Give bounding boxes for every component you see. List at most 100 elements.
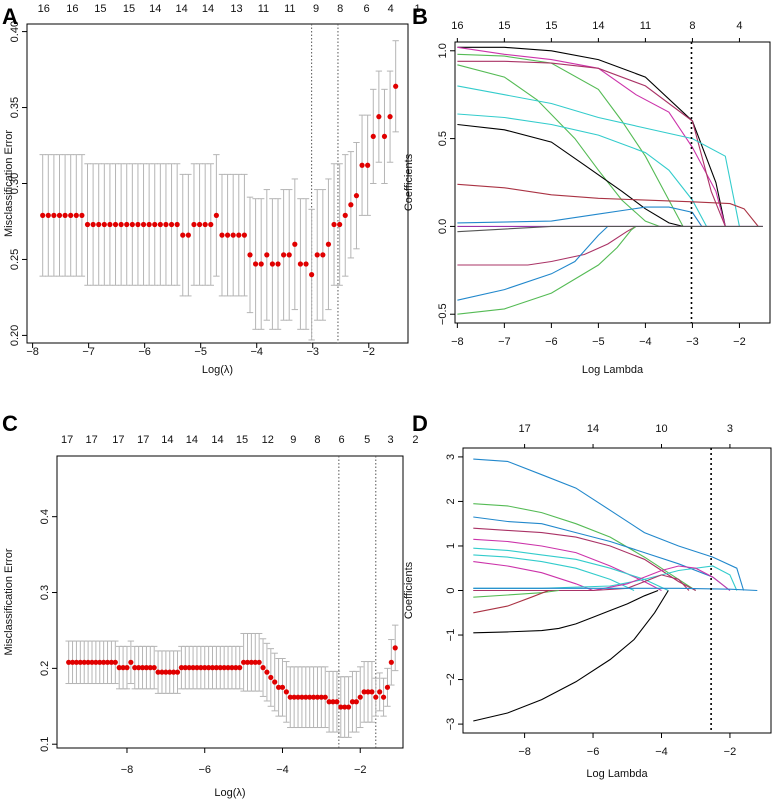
cv-point — [135, 221, 141, 228]
y-tick-label: 0.0 — [437, 219, 449, 234]
cv-point — [281, 252, 287, 258]
top-tick-label: 15 — [94, 3, 106, 15]
top-tick-label: 12 — [262, 434, 274, 446]
panel-label-b: B — [412, 4, 428, 29]
cv-point — [331, 221, 337, 228]
x-tick-label: −8 — [121, 764, 134, 776]
top-tick-label: 8 — [689, 20, 695, 32]
x-tick-label: −8 — [518, 746, 531, 758]
cv-point — [174, 669, 181, 675]
cv-point — [353, 699, 359, 705]
cv-point — [185, 232, 191, 238]
y-tick-label: −0.5 — [437, 303, 449, 325]
cv-point — [81, 659, 87, 665]
cv-point — [387, 114, 393, 120]
top-tick-label: 4 — [388, 3, 394, 15]
cv-point — [129, 221, 135, 228]
cv-point — [229, 665, 235, 671]
cv-point — [357, 694, 363, 700]
coefficient-path-7 — [457, 113, 707, 227]
coefficient-path-16 — [473, 590, 669, 722]
panel-b: −8 −7 −6 −5 −4 −3 −2 −0.5 0.0 0.5 1.016 15 15 14 11 8 4 L… — [403, 20, 771, 376]
cv-point — [314, 694, 321, 700]
top-tick-label: 14 — [176, 3, 188, 15]
cv-point — [206, 665, 212, 671]
coefficient-path-8 — [457, 123, 684, 227]
cv-point — [342, 212, 348, 218]
coefficient-path-12 — [457, 225, 637, 266]
cv-point — [330, 699, 336, 705]
cv-point — [283, 689, 289, 695]
coefficient-path-15 — [457, 225, 763, 233]
cv-point — [247, 252, 253, 258]
y-tick-label: 1.0 — [437, 43, 449, 58]
cv-point — [314, 252, 320, 258]
cv-point — [163, 221, 169, 228]
cv-point — [353, 193, 360, 199]
y-tick-label: 0.20 — [9, 325, 21, 346]
cv-point — [85, 659, 91, 665]
x-tick-label: −4 — [276, 764, 289, 776]
cv-point — [217, 665, 223, 671]
coefficient-path-3 — [457, 53, 684, 227]
cv-point — [334, 699, 340, 705]
cv-point — [349, 699, 356, 705]
cv-point — [124, 221, 130, 228]
top-tick-label: 11 — [284, 3, 295, 15]
top-tick-label: 10 — [655, 423, 667, 435]
coefficient-path-1 — [457, 46, 726, 227]
y-tick-label: −2 — [445, 673, 457, 686]
cv-point — [225, 665, 231, 671]
cv-point — [303, 261, 309, 267]
cv-point — [326, 699, 332, 705]
top-tick-label: 14 — [202, 3, 214, 15]
top-tick-label: 14 — [186, 434, 198, 446]
cv-point — [174, 221, 180, 228]
plot-frame-b — [454, 41, 771, 324]
cv-point — [112, 221, 119, 228]
top-tick-label: 8 — [337, 3, 343, 15]
top-tick-label: 16 — [66, 3, 78, 15]
cv-point — [388, 659, 394, 665]
top-tick-label: 14 — [149, 3, 161, 15]
cv-point — [241, 232, 247, 238]
x-tick-label: −2 — [733, 336, 746, 348]
top-tick-label: 15 — [498, 20, 510, 32]
x-tick-label: −6 — [138, 346, 151, 358]
cv-point — [224, 232, 231, 238]
coefficient-path-2 — [457, 46, 726, 227]
cv-point — [365, 689, 371, 695]
x-axis-label: Log Lambda — [582, 364, 644, 376]
panel-label-a: A — [2, 4, 18, 29]
cv-point — [256, 659, 262, 665]
cv-point — [139, 665, 146, 671]
top-tick-label: 3 — [387, 434, 393, 446]
cv-point — [237, 665, 243, 671]
x-axis-label: Log(λ) — [214, 787, 245, 799]
cv-point — [338, 704, 344, 710]
top-tick-label: 13 — [230, 3, 242, 15]
top-tick-label: 3 — [727, 423, 733, 435]
cv-point — [325, 241, 332, 247]
cv-point — [359, 162, 365, 168]
x-tick-label: −2 — [724, 746, 737, 758]
coefficient-path-9 — [457, 183, 759, 227]
cv-point — [163, 669, 169, 675]
y-tick-label: 0.2 — [39, 661, 51, 676]
top-tick-label: 16 — [451, 20, 463, 32]
x-tick-label: −3 — [306, 346, 319, 358]
top-tick-label: 17 — [137, 434, 149, 446]
cv-point — [51, 212, 57, 218]
cv-point — [337, 221, 343, 228]
cv-point — [159, 669, 165, 675]
cv-point — [392, 645, 398, 651]
cv-point — [310, 694, 317, 700]
plot-frame-c — [56, 455, 404, 749]
cv-point — [118, 221, 124, 228]
cv-point — [381, 133, 388, 140]
cv-point — [365, 162, 371, 168]
x-tick-label: −8 — [26, 346, 39, 358]
top-tick-label: 9 — [313, 3, 319, 15]
cv-point — [268, 674, 274, 681]
